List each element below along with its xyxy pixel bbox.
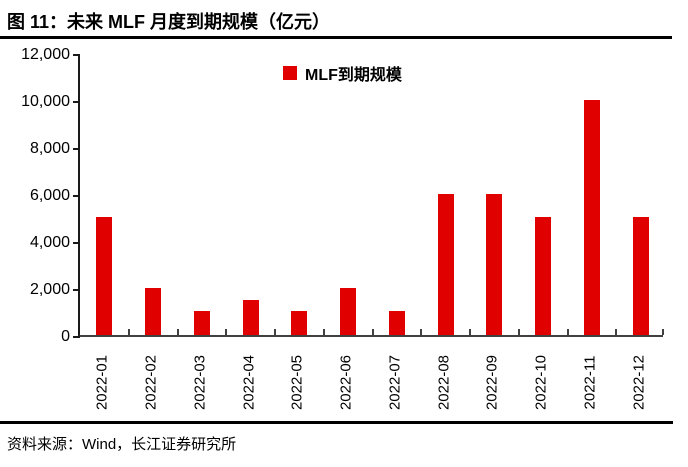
footer-divider-rule xyxy=(0,421,673,424)
x-axis-tick xyxy=(662,329,664,335)
y-axis-label: 4,000 xyxy=(29,234,70,251)
legend-swatch-icon xyxy=(283,66,297,80)
x-axis-tick xyxy=(566,329,569,335)
bar-2022-04 xyxy=(242,300,259,335)
y-axis-label: 6,000 xyxy=(29,187,70,204)
bar-2022-07 xyxy=(388,311,405,335)
x-axis-tick xyxy=(615,329,618,335)
bar-2022-08 xyxy=(437,194,454,335)
x-axis-tick xyxy=(274,329,276,335)
bar-2022-11 xyxy=(583,100,600,335)
bar-2022-12 xyxy=(632,217,649,335)
y-axis-label: 2,000 xyxy=(29,281,70,298)
y-axis-tick xyxy=(73,195,80,197)
bar-2022-02 xyxy=(145,288,162,335)
y-axis-tick xyxy=(73,101,80,103)
bar-2022-01 xyxy=(96,217,113,335)
x-axis-tick xyxy=(225,329,228,335)
data-source-caption: 资料来源：Wind，长江证券研究所 xyxy=(7,436,237,453)
y-axis-tick xyxy=(73,336,80,338)
x-axis-label: 2022-12 xyxy=(630,354,648,411)
y-axis-label: 0 xyxy=(61,328,70,345)
bar-2022-05 xyxy=(291,311,308,335)
x-axis-tick xyxy=(176,329,179,335)
x-axis-label: 2022-07 xyxy=(386,354,404,411)
x-axis-label: 2022-05 xyxy=(288,354,306,411)
x-axis-label: 2022-06 xyxy=(337,354,355,411)
y-axis-tick xyxy=(73,289,80,291)
chart-legend: MLF到期规模 xyxy=(283,61,402,85)
y-axis-label: 10,000 xyxy=(21,93,70,110)
x-axis-label: 2022-03 xyxy=(191,354,209,411)
x-axis-label: 2022-01 xyxy=(93,354,111,411)
legend-series-label: MLF到期规模 xyxy=(305,67,402,84)
x-axis-tick xyxy=(420,329,423,335)
y-axis-tick xyxy=(73,54,80,56)
bar-2022-06 xyxy=(340,288,357,335)
x-axis-label: 2022-10 xyxy=(532,354,550,411)
x-axis-label: 2022-11 xyxy=(581,355,599,410)
y-axis-label: 8,000 xyxy=(29,140,70,157)
x-axis-tick xyxy=(322,329,325,335)
x-axis-tick xyxy=(127,329,130,335)
y-axis-label: 12,000 xyxy=(21,46,70,63)
bar-2022-03 xyxy=(193,311,210,335)
x-axis-label: 2022-08 xyxy=(435,354,453,411)
y-axis-tick xyxy=(73,148,80,150)
x-axis-tick xyxy=(517,329,520,335)
x-axis-label: 2022-02 xyxy=(142,354,160,411)
bar-2022-10 xyxy=(535,217,552,335)
x-axis-tick xyxy=(371,329,374,335)
figure-title: 图 11：未来 MLF 月度到期规模（亿元） xyxy=(7,12,331,32)
y-axis-tick xyxy=(73,242,80,244)
x-axis-label: 2022-04 xyxy=(240,354,258,411)
plot-area xyxy=(73,54,664,338)
x-axis-tick xyxy=(469,329,471,335)
bar-2022-09 xyxy=(486,194,503,335)
x-axis-label: 2022-09 xyxy=(483,354,501,411)
title-divider-rule xyxy=(0,36,672,39)
